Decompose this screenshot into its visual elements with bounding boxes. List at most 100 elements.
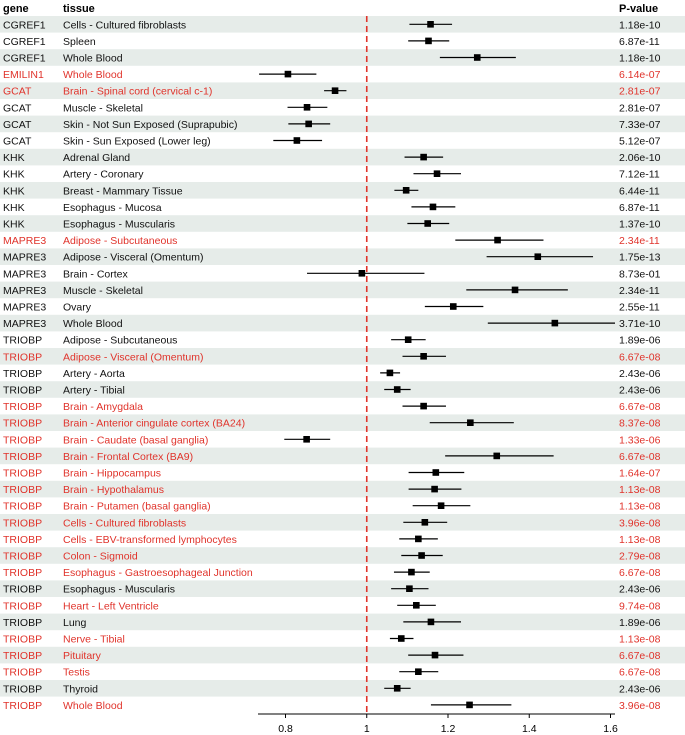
row-tissue: Artery - Tibial [63, 385, 125, 397]
row-gene: KHK [3, 185, 25, 197]
row-pvalue: 1.13e-08 [619, 534, 661, 546]
row-tissue: Brain - Caudate (basal ganglia) [63, 434, 208, 446]
row-tissue: Lung [63, 617, 87, 629]
row-pvalue: 6.87e-11 [619, 202, 660, 214]
table-row: KHK Artery - Coronary 7.12e-11 [3, 169, 660, 181]
point-estimate [402, 187, 410, 194]
row-pvalue: 2.43e-06 [619, 584, 661, 596]
row-pvalue: 1.13e-08 [619, 634, 661, 646]
row-gene: KHK [3, 202, 25, 214]
row-pvalue: 6.67e-08 [619, 567, 661, 579]
point-estimate [393, 685, 401, 692]
point-estimate [494, 236, 501, 244]
row-gene: TRIOBP [3, 351, 42, 363]
row-pvalue: 2.79e-08 [619, 551, 661, 563]
row-gene: GCAT [3, 86, 32, 98]
row-stripe [0, 314, 685, 332]
row-gene: EMILIN1 [3, 69, 44, 81]
row-tissue: Cells - Cultured fibroblasts [63, 19, 186, 31]
row-gene: TRIOBP [3, 617, 42, 629]
table-row: MAPRE3 Muscle - Skeletal 2.34e-11 [3, 285, 660, 297]
table-row: MAPRE3 Whole Blood 3.71e-10 [3, 318, 661, 330]
row-pvalue: 2.06e-10 [619, 152, 661, 164]
row-gene: TRIOBP [3, 683, 42, 695]
row-pvalue: 2.34e-11 [619, 285, 660, 297]
table-row: TRIOBP Brain - Hypothalamus 1.13e-08 [3, 484, 661, 496]
row-gene: KHK [3, 219, 25, 231]
x-tick-label: 1.6 [603, 723, 618, 735]
row-stripe [0, 348, 685, 365]
point-estimate [397, 635, 405, 642]
row-gene: CGREF1 [3, 36, 46, 48]
row-stripe [0, 49, 685, 66]
row-gene: TRIOBP [3, 451, 42, 463]
x-tick-label: 1.4 [522, 723, 537, 735]
row-gene: GCAT [3, 136, 32, 148]
row-stripe [0, 580, 685, 597]
row-gene: KHK [3, 152, 25, 164]
point-estimate [424, 220, 431, 227]
row-gene: TRIOBP [3, 634, 42, 646]
table-row: CGREF1 Spleen 6.87e-11 [3, 36, 660, 48]
row-tissue: Adipose - Visceral (Omentum) [63, 351, 203, 363]
table-row: TRIOBP Brain - Putamen (basal ganglia) 1.1… [3, 501, 661, 513]
header-pvalue: P-value [619, 3, 658, 15]
point-estimate [427, 21, 434, 28]
row-tissue: Adrenal Gland [63, 152, 130, 164]
point-estimate [534, 253, 542, 260]
row-pvalue: 2.81e-07 [619, 102, 661, 114]
row-tissue: Skin - Not Sun Exposed (Suprapubic) [63, 119, 238, 131]
row-gene: MAPRE3 [3, 268, 46, 280]
point-estimate [404, 336, 412, 343]
row-gene: MAPRE3 [3, 235, 46, 247]
header-tissue: tissue [63, 3, 95, 15]
row-gene: TRIOBP [3, 667, 42, 679]
table-row: TRIOBP Lung 1.89e-06 [3, 617, 661, 629]
point-estimate [293, 137, 301, 144]
forest-rows: CGREF1 Cells - Cultured fibroblasts 1.18e-… [3, 19, 661, 712]
point-estimate [420, 402, 427, 410]
row-gene: GCAT [3, 102, 32, 114]
row-stripe [0, 680, 685, 697]
row-gene: TRIOBP [3, 385, 42, 397]
row-stripe [0, 480, 685, 498]
point-estimate [551, 319, 559, 327]
row-stripes [0, 16, 685, 697]
table-row: TRIOBP Cells - EBV-transformed lymphocyte… [3, 534, 661, 546]
point-estimate [415, 668, 422, 675]
row-gene: TRIOBP [3, 517, 42, 529]
row-gene: CGREF1 [3, 53, 46, 65]
row-gene: TRIOBP [3, 434, 42, 446]
point-estimate [429, 203, 437, 211]
row-pvalue: 5.12e-07 [619, 136, 661, 148]
row-pvalue: 6.67e-08 [619, 451, 661, 463]
point-estimate [418, 552, 425, 559]
row-tissue: Whole Blood [63, 53, 123, 65]
table-row: GCAT Muscle - Skeletal 2.81e-07 [3, 102, 661, 114]
point-estimate [432, 469, 440, 476]
point-estimate [393, 386, 401, 393]
row-tissue: Cells - EBV-transformed lymphocytes [63, 534, 237, 546]
point-estimate [406, 585, 413, 592]
table-row: CGREF1 Cells - Cultured fibroblasts 1.18e-… [3, 19, 661, 31]
row-gene: MAPRE3 [3, 285, 46, 297]
row-gene: MAPRE3 [3, 302, 46, 314]
row-pvalue: 1.18e-10 [619, 53, 661, 65]
row-stripe [0, 148, 685, 166]
point-estimate [303, 104, 311, 111]
row-tissue: Whole Blood [63, 318, 123, 330]
row-tissue: Esophagus - Muscularis [63, 219, 175, 231]
row-pvalue: 9.74e-08 [619, 600, 661, 612]
row-tissue: Thyroid [63, 683, 98, 695]
table-row: TRIOBP Esophagus - Muscularis 2.43e-06 [3, 584, 661, 596]
table-row: TRIOBP Nerve - Tibial 1.13e-08 [3, 634, 661, 646]
point-estimate [420, 353, 427, 360]
row-pvalue: 3.96e-08 [619, 517, 661, 529]
point-estimate [284, 70, 292, 78]
row-gene: TRIOBP [3, 567, 42, 579]
row-stripe [0, 414, 685, 431]
row-tissue: Adipose - Subcutaneous [63, 335, 177, 347]
row-pvalue: 7.33e-07 [619, 119, 661, 131]
point-estimate [449, 303, 457, 310]
row-tissue: Brain - Amygdala [63, 401, 143, 413]
